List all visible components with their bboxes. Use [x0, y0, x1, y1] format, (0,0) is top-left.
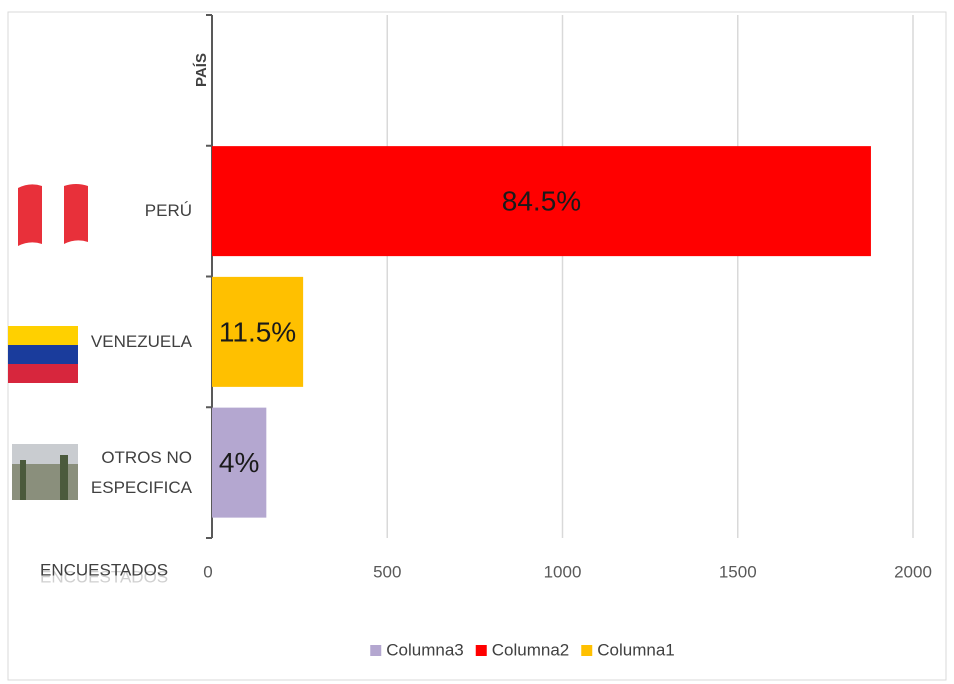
category-label: PAÍS	[193, 53, 210, 87]
legend-label: Columna2	[492, 640, 570, 659]
legend-label: Columna3	[386, 640, 464, 659]
x-tick-label: 500	[373, 562, 401, 581]
bar-label: 11.5%	[219, 316, 296, 347]
legend-label: Columna1	[597, 640, 675, 659]
legend: Columna3 Columna2 Columna1	[370, 640, 675, 659]
page: PAÍS 0500100015002000ENCUESTADOSENCUESTA…	[0, 0, 954, 684]
x-tick-label: 2000	[894, 562, 932, 581]
bar-label: 84.5%	[502, 186, 581, 217]
legend-swatch	[370, 645, 381, 656]
category-label: OTROS NO ESPECIFICA	[82, 443, 192, 503]
legend-swatch	[476, 645, 487, 656]
annotation: 1	[235, 519, 243, 536]
bar-label: 4%	[219, 447, 259, 478]
x-tick-label: 1500	[719, 562, 757, 581]
x-tick-label: 0	[203, 562, 212, 581]
flag-peru	[18, 183, 88, 246]
category-label: PERÚ	[82, 196, 192, 226]
category-label: VENEZUELA	[82, 327, 192, 357]
x-axis-title: ENCUESTADOS	[40, 560, 168, 579]
x-tick-label: 1000	[544, 562, 582, 581]
photo-other	[12, 444, 78, 500]
flag-venezuela	[8, 326, 78, 383]
legend-swatch	[581, 645, 592, 656]
